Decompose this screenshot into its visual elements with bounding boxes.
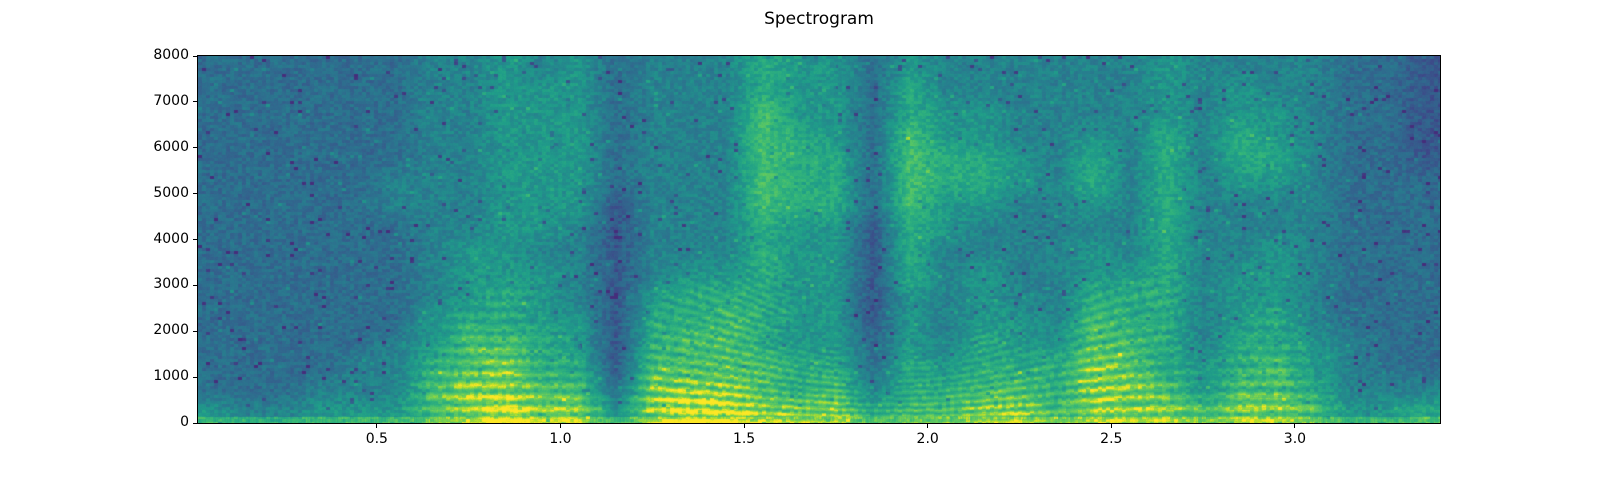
x-tick-label: 3.0 <box>1283 431 1307 447</box>
y-tick-label: 7000 <box>153 92 189 109</box>
y-tick-label: 0 <box>180 414 189 430</box>
y-tick-label: 6000 <box>153 138 189 155</box>
spectrogram-canvas <box>198 56 1440 423</box>
y-tick-mark <box>193 147 197 149</box>
chart-title: Spectrogram <box>764 9 874 29</box>
y-tick-mark <box>193 101 197 103</box>
y-tick-mark <box>193 376 197 378</box>
x-tick-mark <box>559 424 561 428</box>
x-tick-label: 1.0 <box>549 431 572 447</box>
x-tick-mark <box>376 424 378 428</box>
x-tick-label: 2.0 <box>916 431 939 447</box>
y-tick-label: 8000 <box>153 47 189 63</box>
y-tick-label: 5000 <box>153 184 189 201</box>
x-tick-mark <box>1110 424 1112 428</box>
x-tick-label: 0.5 <box>365 431 388 447</box>
y-tick-mark <box>193 422 197 424</box>
y-tick-label: 3000 <box>153 276 189 293</box>
y-tick-mark <box>193 193 197 195</box>
y-tick-label: 1000 <box>153 368 189 385</box>
y-tick-label: 4000 <box>153 230 189 247</box>
y-tick-mark <box>193 239 197 240</box>
y-tick-label: 2000 <box>153 322 189 339</box>
x-tick-label: 2.5 <box>1100 431 1123 447</box>
x-tick-mark <box>1294 424 1296 428</box>
x-tick-label: 1.5 <box>732 431 756 447</box>
y-tick-mark <box>193 284 197 286</box>
y-tick-mark <box>193 55 197 57</box>
x-tick-mark <box>743 424 745 428</box>
plot-area <box>197 55 1441 424</box>
y-tick-mark <box>193 330 197 332</box>
x-tick-mark <box>927 424 929 428</box>
